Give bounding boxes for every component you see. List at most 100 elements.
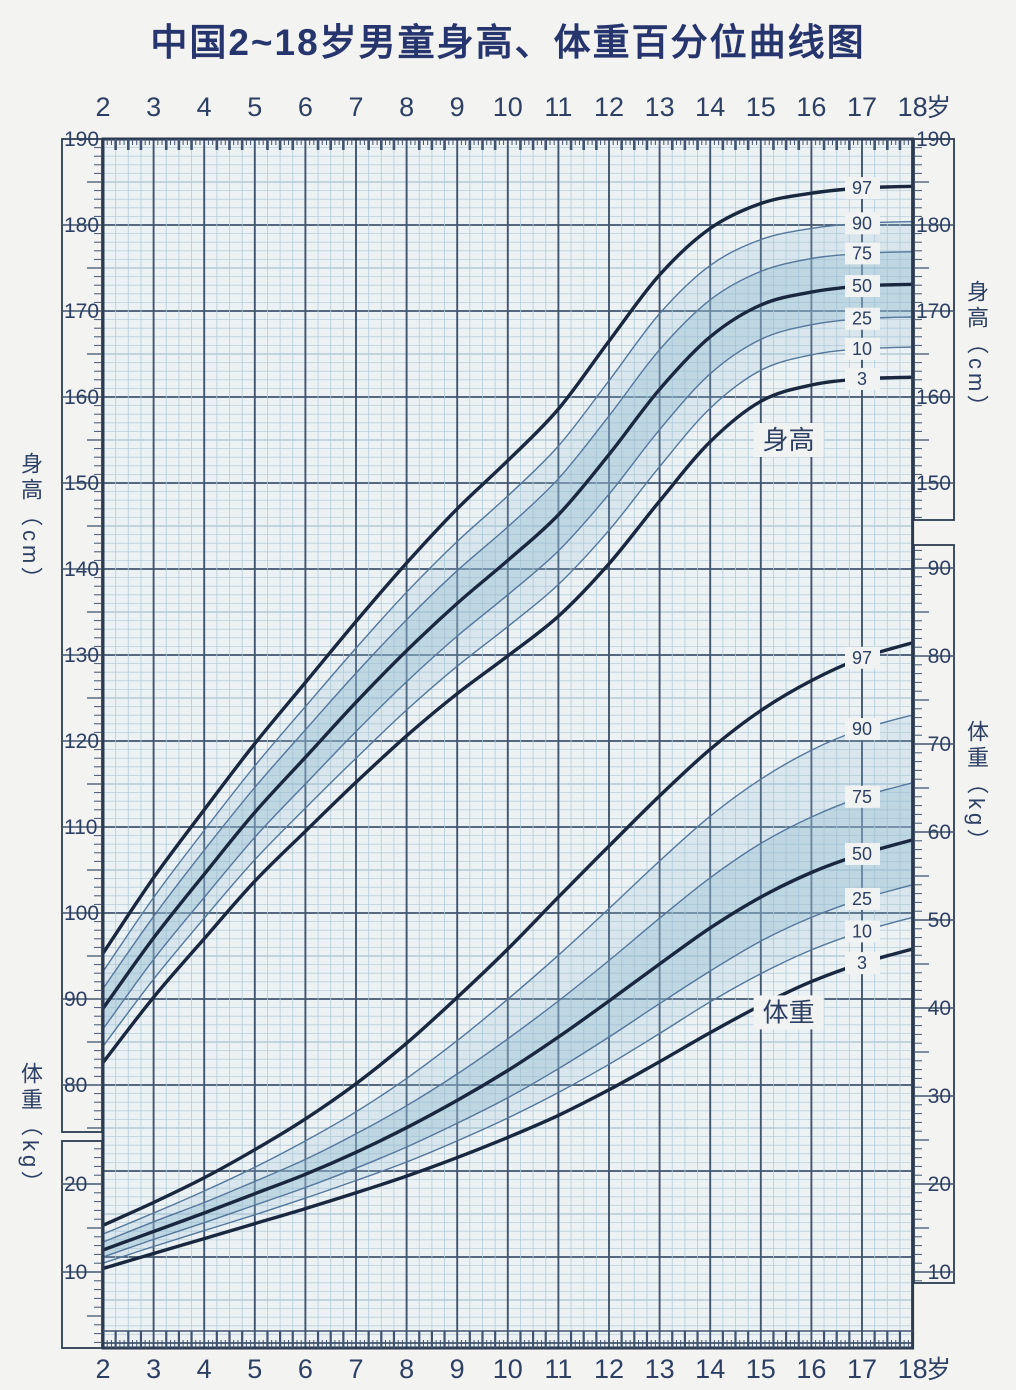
age-tick-label: 6: [298, 1354, 313, 1384]
ruler-label: 160: [64, 386, 99, 409]
left-weight-axis-title: 体重（kg）: [18, 1062, 43, 1198]
curve-family-chip: [753, 423, 824, 457]
age-tick-label: 9: [450, 1354, 465, 1384]
ruler-label: 80: [928, 645, 951, 668]
percentile-label-chip: [845, 718, 880, 741]
age-tick-label: 16: [796, 1354, 826, 1384]
age-tick-bands: [103, 139, 913, 1348]
age-tick-label: 7: [348, 1354, 363, 1384]
percentile-label: 25: [852, 889, 872, 909]
age-tick-label: 15: [746, 1354, 776, 1384]
percentile-label: 97: [852, 178, 872, 198]
percentile-label-chip: [845, 337, 880, 360]
age-tick-label: 14: [695, 92, 725, 122]
percentile-label-chip: [845, 212, 880, 235]
height_percentiles-p25-curve: [102, 316, 914, 1030]
percentile-label-chip: [845, 785, 880, 808]
percentile-label: 75: [852, 787, 872, 807]
ruler-label: 180: [916, 214, 951, 237]
percentile-label: 3: [857, 953, 867, 973]
age-tick-label: 8: [399, 92, 414, 122]
plot-frame: [101, 137, 915, 1350]
age-tick-label: 17: [847, 1354, 877, 1384]
age-tick-label: 8: [399, 1354, 414, 1384]
left-height-axis-title: 身高（cm）: [18, 452, 43, 594]
ruler-label: 30: [928, 1085, 951, 1108]
age-tick-label: 2: [95, 1354, 110, 1384]
percentile-label-chip: [845, 887, 880, 910]
ruler-label: 20: [928, 1173, 951, 1196]
right-weight-axis-title: 体重（kg）: [964, 720, 989, 856]
ruler-label: 150: [64, 472, 99, 495]
ruler-label: 90: [928, 557, 951, 580]
percentile-band: [103, 782, 913, 1257]
age-tick-label: 4: [197, 1354, 212, 1384]
age-tick-label: 10: [493, 1354, 523, 1384]
percentile-band: [103, 221, 913, 1047]
ruler-label: 110: [64, 816, 97, 839]
ruler-label: 10: [64, 1261, 87, 1284]
height_percentiles-p10-curve: [102, 346, 914, 1047]
curve-family-label: 体重: [763, 997, 815, 1027]
percentile-label: 75: [852, 243, 872, 263]
ruler-label: 90: [64, 988, 87, 1011]
age-tick-label: 6: [298, 92, 313, 122]
age-tick-label: 11: [544, 1354, 572, 1384]
percentile-label: 50: [852, 276, 872, 296]
ruler-label: 140: [64, 558, 99, 581]
percentile-label: 50: [852, 844, 872, 864]
weight_percentiles-curves: 97 90 75 50 25 10 3 体重: [101, 641, 915, 1271]
ruler-label: 190: [916, 128, 951, 151]
percentile-label-chip: [845, 177, 880, 200]
ruler-label: 180: [64, 214, 99, 237]
percentile-label: 10: [852, 339, 872, 359]
age-tick-label: 12: [594, 92, 624, 122]
weight_percentiles-p97-bold-curve: [101, 641, 915, 1228]
percentile-label: 90: [852, 213, 872, 233]
age-tick-label: 16: [796, 92, 826, 122]
ruler-label: 170: [64, 300, 99, 323]
age-axis-labels: 2 2 3 3 4 4 5 5 6 6 7 7 8 8 9 9 10 10 11 11 12 12 13 13 14 14 15 15…: [95, 92, 951, 1384]
ruler-label: 170: [916, 300, 951, 323]
height_percentiles-p50-bold-curve: [101, 282, 915, 1011]
percentile-label-chip: [845, 646, 880, 669]
ruler-label: 70: [928, 733, 951, 756]
age-tick-label: 18: [898, 1354, 928, 1384]
page-title: 中国2~18岁男童身高、体重百分位曲线图: [150, 22, 866, 63]
ruler-label: 120: [64, 730, 99, 753]
percentile-label-chip: [845, 307, 880, 330]
ruler-label: 160: [916, 386, 951, 409]
ruler-label: 20: [64, 1173, 87, 1196]
age-tick-label: 5: [247, 92, 262, 122]
percentile-label: 10: [852, 921, 872, 941]
ruler-label: 130: [64, 644, 99, 667]
age-tick-label: 11: [544, 92, 572, 122]
age-unit-label: 岁: [926, 1356, 951, 1384]
ruler-label: 190: [64, 128, 99, 151]
age-tick-label: 18: [898, 92, 928, 122]
age-tick-label: 14: [695, 1354, 725, 1384]
height_percentiles-p75-curve: [102, 251, 914, 990]
age-tick-label: 12: [594, 1354, 624, 1384]
percentile-label-chip: [845, 367, 880, 390]
ruler-label: 50: [928, 909, 951, 932]
ruler-label: 10: [928, 1261, 951, 1284]
curve-family-label: 身高: [763, 425, 815, 455]
percentile-label: 90: [852, 719, 872, 739]
right-height-axis-title: 身高（cm）: [964, 280, 989, 422]
weight_percentiles-p50-bold-curve: [101, 838, 915, 1252]
curve-family-chip: [753, 995, 824, 1030]
height_percentiles-p3-bold-curve: [101, 375, 915, 1065]
right-height-ruler: 190 180 170 160 150: [913, 128, 955, 521]
left-height-ruler: 190 180 170 160 150 140 130 120 110 100 90 80: [61, 128, 103, 1133]
percentile-label: 3: [857, 369, 867, 389]
age-tick-label: 15: [746, 92, 776, 122]
percentile-label-chip: [845, 242, 880, 265]
percentile-label: 97: [852, 648, 872, 668]
ruler-label: 100: [64, 902, 99, 925]
age-tick-label: 4: [197, 92, 212, 122]
age-tick-label: 17: [847, 92, 877, 122]
weight_percentiles-p10-curve: [102, 916, 914, 1264]
